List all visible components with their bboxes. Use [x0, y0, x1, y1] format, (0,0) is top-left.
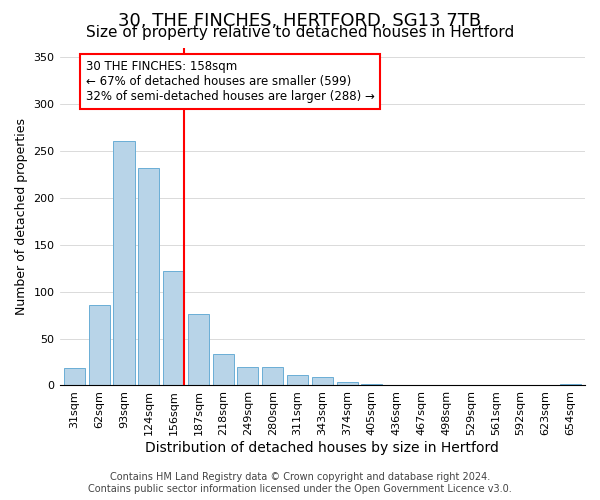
Bar — [361, 384, 382, 386]
Bar — [337, 382, 358, 386]
Bar — [262, 366, 283, 386]
Bar — [212, 354, 233, 386]
Y-axis label: Number of detached properties: Number of detached properties — [15, 118, 28, 315]
Bar — [163, 271, 184, 386]
Text: 30, THE FINCHES, HERTFORD, SG13 7TB: 30, THE FINCHES, HERTFORD, SG13 7TB — [118, 12, 482, 30]
Bar — [89, 304, 110, 386]
Bar — [560, 384, 581, 386]
Bar — [386, 384, 407, 386]
Bar — [312, 377, 333, 386]
Bar — [188, 314, 209, 386]
Text: Contains HM Land Registry data © Crown copyright and database right 2024.
Contai: Contains HM Land Registry data © Crown c… — [88, 472, 512, 494]
X-axis label: Distribution of detached houses by size in Hertford: Distribution of detached houses by size … — [145, 441, 499, 455]
Bar — [64, 368, 85, 386]
Bar — [287, 375, 308, 386]
Text: 30 THE FINCHES: 158sqm
← 67% of detached houses are smaller (599)
32% of semi-de: 30 THE FINCHES: 158sqm ← 67% of detached… — [86, 60, 374, 102]
Bar — [113, 142, 134, 386]
Text: Size of property relative to detached houses in Hertford: Size of property relative to detached ho… — [86, 25, 514, 40]
Bar — [138, 168, 160, 386]
Bar — [238, 366, 259, 386]
